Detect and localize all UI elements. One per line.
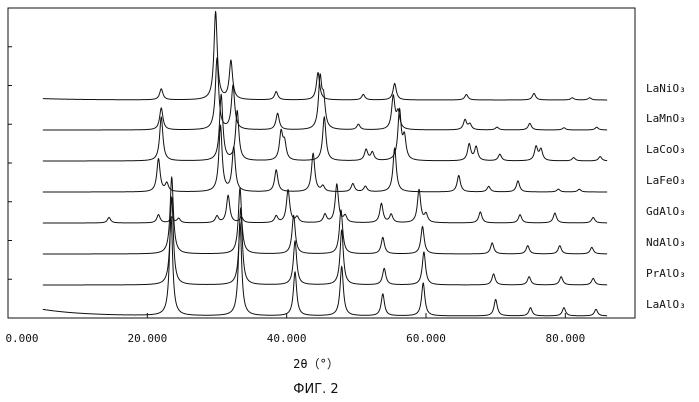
series-line	[43, 125, 607, 192]
series-traces	[43, 11, 607, 315]
series-line	[43, 217, 607, 316]
x-tick-label: 20.000	[127, 332, 167, 345]
x-tick-labels: 0.000 20.000 40.000 60.000 80.000	[5, 332, 585, 345]
series-label: LaFeO₃	[646, 174, 686, 187]
series-line	[43, 11, 607, 100]
plot-frame	[8, 8, 635, 318]
x-tick-label: 60.000	[406, 332, 446, 345]
series-labels: LaNiO₃ LaMnO₃ LaCoO₃ LaFeO₃ GdAlO₃ NdAlO₃ PrAl…	[646, 82, 686, 311]
series-label: NdAlO₃	[646, 236, 686, 249]
x-tick-label: 0.000	[5, 332, 38, 345]
series-label: LaMnO₃	[646, 112, 686, 125]
figure-caption: ФИГ. 2	[293, 382, 338, 397]
series-label: LaNiO₃	[646, 82, 686, 95]
x-axis-ticks	[8, 47, 565, 318]
series-label: LaAlO₃	[646, 298, 686, 311]
series-label: GdAlO₃	[646, 205, 686, 218]
series-line	[43, 197, 607, 285]
series-label: PrAlO₃	[646, 267, 686, 280]
x-tick-label: 40.000	[267, 332, 307, 345]
x-axis-label: 2θ（°）	[293, 357, 339, 371]
series-label: LaCoO₃	[646, 143, 686, 156]
x-tick-label: 80.000	[545, 332, 585, 345]
